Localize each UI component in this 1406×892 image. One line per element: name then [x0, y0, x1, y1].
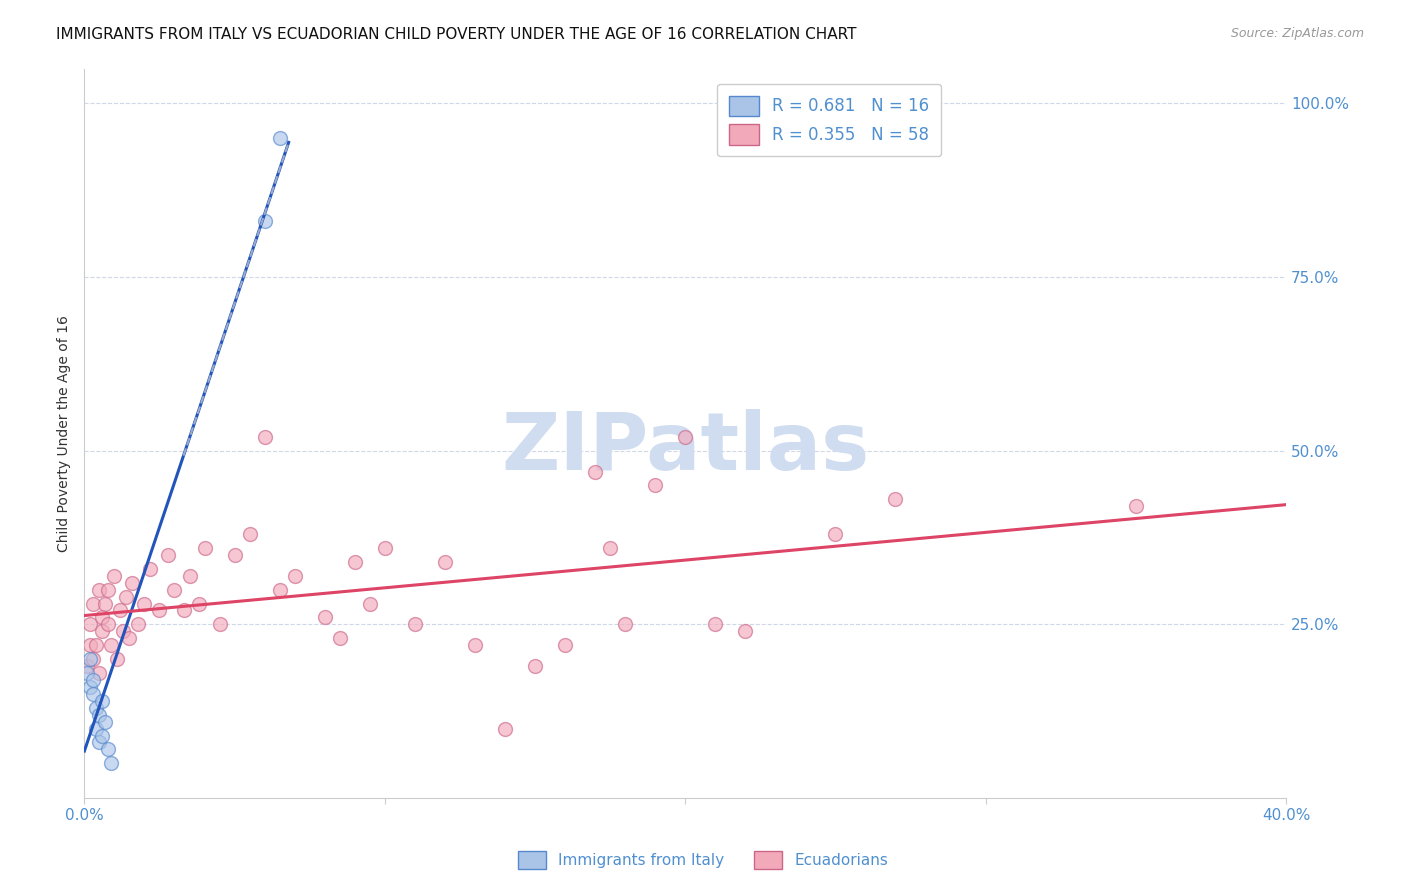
Point [253, 430, 276, 444]
Point [91, 729, 114, 743]
Point [82, 652, 104, 666]
Point [253, 214, 276, 228]
Point [127, 617, 149, 632]
Point [614, 617, 637, 632]
Point [187, 597, 209, 611]
Text: ZIPatlas: ZIPatlas [501, 409, 869, 487]
Point [86, 722, 108, 736]
Point [134, 597, 156, 611]
Point [97, 742, 120, 756]
Point [89, 735, 111, 749]
Point [79, 680, 101, 694]
Point [163, 582, 186, 597]
Point [79, 652, 101, 666]
Point [179, 568, 201, 582]
Point [359, 597, 381, 611]
Point [599, 541, 621, 555]
Point [824, 527, 846, 541]
Point [464, 638, 486, 652]
Text: IMMIGRANTS FROM ITALY VS ECUADORIAN CHILD POVERTY UNDER THE AGE OF 16 CORRELATIO: IMMIGRANTS FROM ITALY VS ECUADORIAN CHIL… [56, 27, 856, 42]
Point [91, 610, 114, 624]
Point [97, 617, 120, 632]
Point [193, 541, 215, 555]
Point [673, 430, 696, 444]
Point [89, 665, 111, 680]
Point [100, 756, 122, 771]
Point [583, 465, 606, 479]
Point [107, 652, 129, 666]
Point [118, 632, 141, 646]
Point [76, 659, 98, 673]
Point [1125, 500, 1147, 514]
Point [121, 575, 143, 590]
Point [86, 638, 108, 652]
Point [79, 638, 101, 652]
Point [704, 617, 727, 632]
Point [239, 527, 262, 541]
Point [404, 617, 426, 632]
Point [91, 624, 114, 639]
Point [523, 659, 546, 673]
Point [374, 541, 396, 555]
Point [343, 555, 366, 569]
Point [884, 492, 907, 507]
Legend: Immigrants from Italy, Ecuadorians: Immigrants from Italy, Ecuadorians [512, 845, 894, 875]
Y-axis label: Child Poverty Under the Age of 16: Child Poverty Under the Age of 16 [58, 315, 72, 552]
Point [433, 555, 456, 569]
Point [329, 632, 352, 646]
Point [94, 714, 117, 729]
Legend: R = 0.681   N = 16, R = 0.355   N = 58: R = 0.681 N = 16, R = 0.355 N = 58 [717, 84, 941, 156]
Point [89, 582, 111, 597]
Point [269, 582, 291, 597]
Point [284, 568, 307, 582]
Point [224, 548, 246, 562]
Point [110, 603, 132, 617]
Point [269, 131, 291, 145]
Point [112, 624, 135, 639]
Point [173, 603, 195, 617]
Point [139, 562, 162, 576]
Point [103, 568, 125, 582]
Point [100, 638, 122, 652]
Point [79, 617, 101, 632]
Point [148, 603, 170, 617]
Point [86, 700, 108, 714]
Point [314, 610, 336, 624]
Point [734, 624, 756, 639]
Point [208, 617, 231, 632]
Point [94, 597, 117, 611]
Point [91, 694, 114, 708]
Point [76, 665, 98, 680]
Point [89, 707, 111, 722]
Point [115, 590, 138, 604]
Point [644, 478, 666, 492]
Text: Source: ZipAtlas.com: Source: ZipAtlas.com [1230, 27, 1364, 40]
Point [82, 597, 104, 611]
Point [554, 638, 576, 652]
Point [97, 582, 120, 597]
Point [157, 548, 180, 562]
Point [82, 673, 104, 687]
Point [82, 687, 104, 701]
Point [494, 722, 516, 736]
